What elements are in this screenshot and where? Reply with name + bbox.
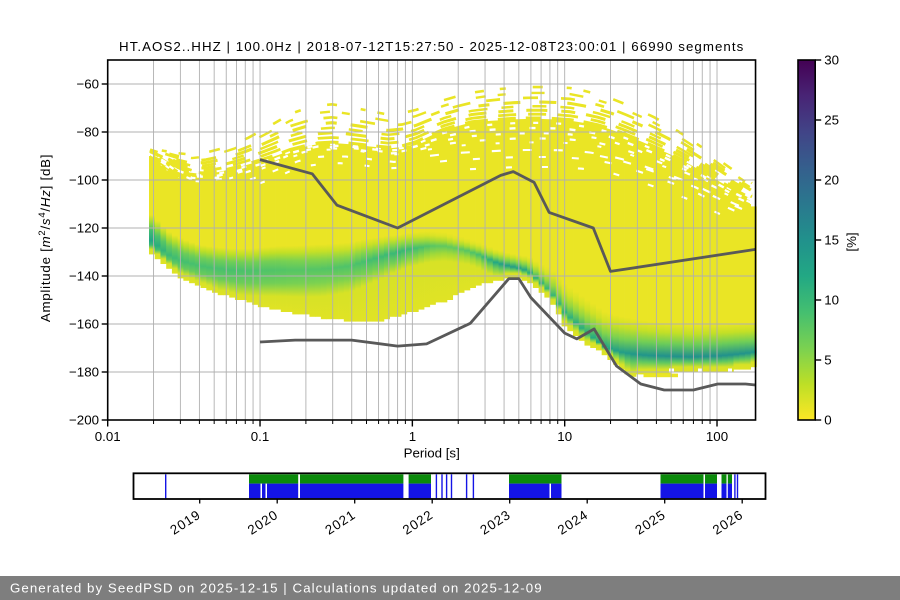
svg-text:15: 15 <box>824 233 839 248</box>
svg-text:30: 30 <box>824 53 839 68</box>
svg-text:25: 25 <box>824 113 839 128</box>
svg-text:−80: −80 <box>76 125 99 140</box>
svg-text:20: 20 <box>824 173 839 188</box>
svg-text:0.01: 0.01 <box>95 429 121 444</box>
svg-text:10: 10 <box>557 429 572 444</box>
svg-text:0.1: 0.1 <box>251 429 270 444</box>
svg-text:−100: −100 <box>69 173 99 188</box>
svg-text:0: 0 <box>824 413 831 428</box>
svg-text:−140: −140 <box>69 269 99 284</box>
svg-text:−120: −120 <box>69 221 99 236</box>
svg-text:−160: −160 <box>69 317 99 332</box>
svg-text:−60: −60 <box>76 77 99 92</box>
svg-text:Amplitude [m2/s4/Hz] [dB]: Amplitude [m2/s4/Hz] [dB] <box>37 154 53 322</box>
svg-text:[%]: [%] <box>844 232 859 251</box>
svg-text:−180: −180 <box>69 365 99 380</box>
svg-text:10: 10 <box>824 293 839 308</box>
svg-text:Period [s]: Period [s] <box>404 446 460 461</box>
svg-text:Generated by SeedPSD on 2025-1: Generated by SeedPSD on 2025-12-15 | Cal… <box>10 581 543 596</box>
svg-text:5: 5 <box>824 353 831 368</box>
svg-text:100: 100 <box>706 429 728 444</box>
svg-text:HT.AOS2..HHZ | 100.0Hz | 2018-: HT.AOS2..HHZ | 100.0Hz | 2018-07-12T15:2… <box>119 39 744 54</box>
svg-text:1: 1 <box>409 429 416 444</box>
svg-text:−200: −200 <box>69 413 99 428</box>
